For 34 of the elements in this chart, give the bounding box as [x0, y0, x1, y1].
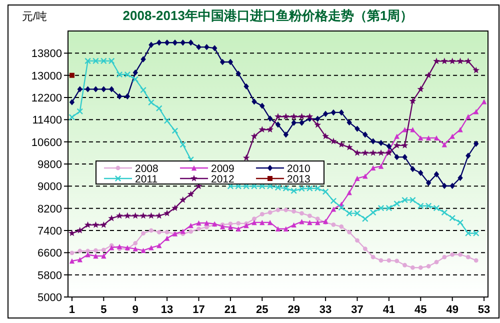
legend-label: 2009	[211, 163, 235, 175]
legend-label: 2008	[135, 163, 159, 175]
x-tick-label: 25	[256, 304, 268, 316]
y-tick-label: 9000	[38, 181, 62, 194]
legend-label: 2011	[135, 174, 158, 186]
y-tick-label: 5000	[38, 292, 62, 304]
x-tick-label: 33	[319, 304, 332, 316]
y-tick-label: 11400	[32, 114, 62, 127]
y-tick-label: 6600	[38, 248, 62, 260]
x-tick-label: 29	[288, 304, 300, 316]
y-tick-label: 13000	[31, 70, 62, 82]
x-tick-label: 49	[446, 304, 458, 316]
legend-label: 2010	[287, 163, 311, 175]
y-tick-label: 9800	[38, 159, 62, 171]
y-tick-label: 8200	[38, 203, 62, 216]
x-tick-label: 1	[68, 304, 76, 316]
x-tick-label: 53	[478, 304, 490, 316]
y-tick-label: 12200	[31, 92, 62, 104]
y-tick-label: 13800	[31, 48, 62, 60]
y-axis-title: 元/吨	[22, 10, 48, 23]
x-tick-label: 45	[414, 304, 427, 316]
y-tick-label: 5800	[38, 270, 62, 282]
x-tick-label: 17	[192, 304, 205, 316]
y-tick-label: 7400	[38, 226, 62, 238]
x-tick-label: 21	[224, 304, 237, 316]
legend-label: 2012	[211, 174, 235, 186]
x-tick-label: 13	[160, 304, 174, 316]
y-tick-label: 10600	[31, 136, 62, 149]
x-tick-label: 37	[351, 304, 364, 316]
chart-title: 2008-2013年中国港口进口鱼粉价格走势（第1周）	[122, 8, 414, 23]
legend-label: 2013	[287, 174, 311, 186]
x-tick-label: 41	[382, 304, 396, 316]
x-tick-label: 5	[100, 304, 107, 316]
x-tick-label: 9	[132, 304, 138, 316]
